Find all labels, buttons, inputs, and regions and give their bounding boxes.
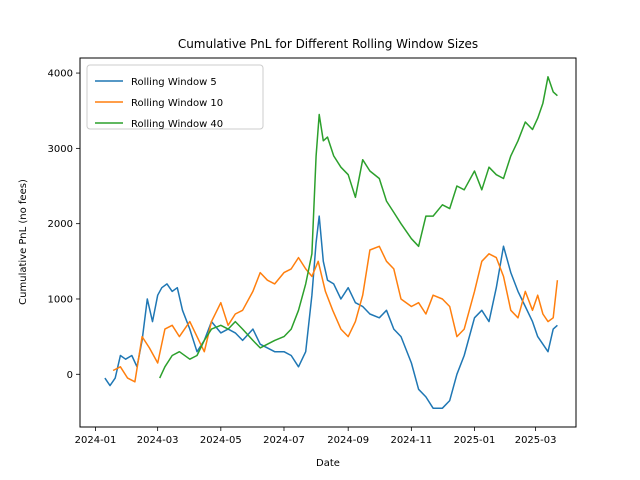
x-tick-label: 2024-09 xyxy=(327,435,369,446)
chart-title: Cumulative PnL for Different Rolling Win… xyxy=(178,37,478,51)
legend-box xyxy=(86,64,264,130)
plot-lines xyxy=(104,76,559,409)
legend-label-3: Rolling Window 40 xyxy=(131,119,223,130)
x-tick-label: 2024-03 xyxy=(137,435,179,446)
y-axis: 0 1000 2000 3000 4000 xyxy=(48,69,80,381)
y-tick-label: 1000 xyxy=(48,294,73,305)
x-tick-label: 2024-01 xyxy=(75,435,117,446)
legend-label-2: Rolling Window 10 xyxy=(131,98,223,109)
y-tick-label: 3000 xyxy=(48,144,73,155)
x-tick-label: 2024-05 xyxy=(200,435,242,446)
series-line-3 xyxy=(159,76,558,379)
series-line-1 xyxy=(104,215,558,409)
legend-label-1: Rolling Window 5 xyxy=(131,77,217,88)
x-tick-label: 2025-01 xyxy=(454,435,496,446)
x-tick-label: 2024-11 xyxy=(390,435,432,446)
y-axis-label: Cumulative PnL (no fees) xyxy=(18,179,29,305)
y-tick-label: 0 xyxy=(67,370,73,381)
y-tick-label: 2000 xyxy=(48,219,73,230)
plot-frame xyxy=(79,57,577,428)
series-line-2 xyxy=(112,245,559,383)
legend: Rolling Window 5 Rolling Window 10 Rolling… xyxy=(86,64,264,130)
x-axis: 2024-01 2024-03 2024-05 2024-07 2024-09 2024-… xyxy=(75,427,557,446)
x-axis-label: Date xyxy=(316,458,340,469)
x-tick-label: 2024-07 xyxy=(263,435,305,446)
x-tick-label: 2025-03 xyxy=(515,435,557,446)
y-tick-label: 4000 xyxy=(48,69,73,80)
